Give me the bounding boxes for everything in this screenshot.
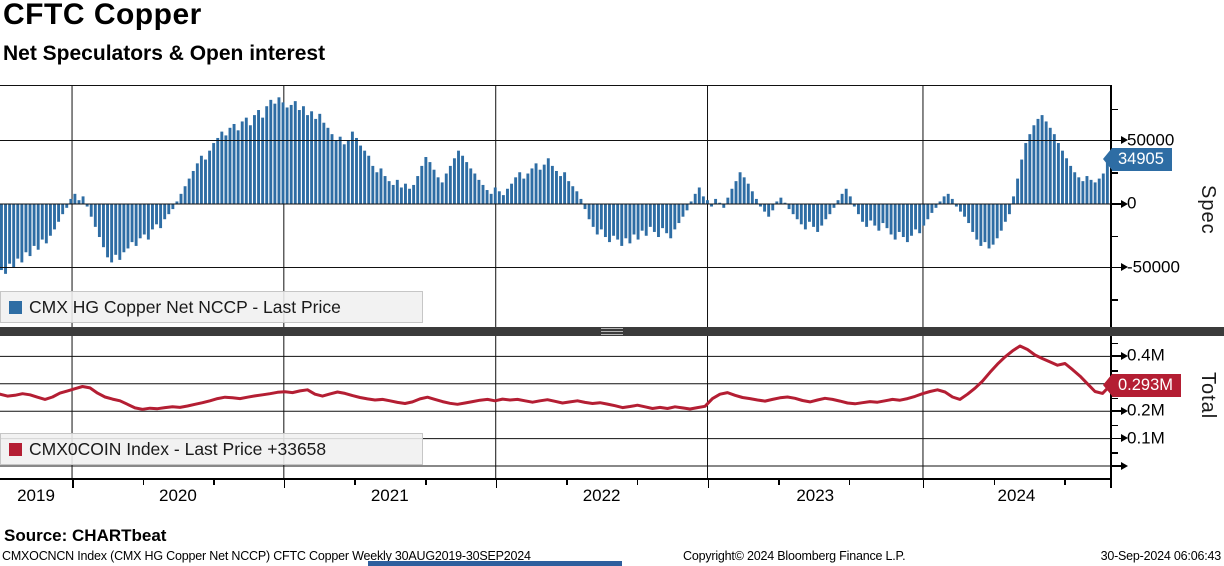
footer-description: CMXOCNCN Index (CMX HG Copper Net NCCP) … — [2, 549, 531, 563]
y-axis-minor-tick — [1110, 299, 1118, 301]
tick-arrow-icon — [1121, 461, 1128, 470]
tick-arrow-icon — [1121, 434, 1128, 443]
legend-total[interactable]: CMX0COIN Index - Last Price +33658 — [0, 433, 423, 465]
badge-arrow-icon — [1103, 148, 1112, 171]
panel-divider-grip-icon[interactable] — [601, 328, 623, 335]
x-axis-minor-tick — [778, 480, 780, 485]
x-axis-line — [0, 478, 1112, 480]
legend-spec[interactable]: CMX HG Copper Net NCCP - Last Price — [0, 291, 423, 323]
x-axis-tick — [922, 480, 925, 488]
x-axis-minor-tick — [848, 480, 851, 485]
x-axis-year-label: 2024 — [997, 486, 1036, 505]
legend-label-spec: CMX HG Copper Net NCCP - Last Price — [29, 296, 341, 317]
footer-datetime: 30-Sep-2024 06:06:43 — [1100, 549, 1222, 563]
x-axis-tick — [72, 480, 74, 488]
footer-copyright: Copyright© 2024 Bloomberg Finance L.P. — [683, 549, 906, 563]
x-axis-tick — [1110, 480, 1112, 488]
spec-bar-plot-area[interactable] — [0, 85, 1110, 328]
x-axis-tick — [495, 480, 498, 488]
page-title: CFTC Copper — [3, 0, 202, 31]
y-axis-minor-tick — [1110, 424, 1118, 427]
x-axis-year-label: 2020 — [159, 486, 197, 505]
source-line: Source: CHARTbeat — [4, 526, 167, 545]
x-axis-minor-tick — [354, 480, 356, 485]
x-axis-minor-tick — [1064, 480, 1066, 485]
legend-swatch-red — [9, 442, 22, 456]
selection-artifact-bar — [368, 561, 622, 566]
y-axis-tick-label: 0 — [1127, 193, 1137, 213]
last-value-badge-total: 0.293M — [1103, 374, 1182, 398]
x-axis-year-label: 2023 — [796, 486, 835, 505]
x-axis-year-label: 2022 — [582, 486, 621, 505]
right-axis-line — [1110, 85, 1112, 478]
last-value-badge-spec: 34905 — [1103, 148, 1172, 172]
right-axis-title-total: Total — [1197, 372, 1219, 420]
tick-arrow-icon — [1121, 406, 1128, 415]
x-axis-minor-tick — [636, 480, 639, 485]
y-axis-tick-label: 0.1M — [1127, 428, 1165, 448]
tick-arrow-icon — [1121, 351, 1128, 360]
y-axis-minor-tick — [1110, 172, 1118, 174]
total-line-plot-area[interactable] — [0, 336, 1110, 478]
page-subtitle: Net Speculators & Open interest — [3, 42, 326, 65]
x-axis-tick — [283, 480, 286, 488]
panel-divider — [0, 327, 1224, 336]
tick-arrow-icon — [1121, 136, 1128, 144]
x-axis-minor-tick — [142, 480, 145, 485]
legend-label-total: CMX0COIN Index - Last Price +33658 — [29, 438, 327, 459]
x-axis-minor-tick — [993, 480, 996, 485]
y-axis-minor-tick — [1110, 452, 1118, 454]
y-axis-tick-label: -50000 — [1127, 257, 1180, 277]
y-axis-minor-tick — [1110, 397, 1118, 399]
x-axis-minor-tick — [425, 480, 427, 485]
y-axis-minor-tick — [1110, 235, 1118, 238]
y-axis-tick-label: 0.4M — [1127, 345, 1165, 365]
y-axis-minor-tick — [1110, 108, 1118, 111]
badge-arrow-icon — [1103, 374, 1112, 397]
x-axis-year-label: 2019 — [17, 486, 55, 505]
y-axis-tick-label: 0.2M — [1127, 400, 1165, 420]
x-axis-minor-tick — [566, 480, 568, 485]
x-axis-year-label: 2021 — [370, 486, 409, 505]
legend-swatch-blue — [9, 300, 22, 314]
x-axis-tick — [707, 480, 709, 488]
x-axis-minor-tick — [213, 480, 215, 485]
y-axis-tick-label: 50000 — [1127, 130, 1175, 150]
y-axis-minor-tick — [1110, 342, 1118, 345]
tick-arrow-icon — [1121, 263, 1128, 271]
y-axis-minor-tick — [1110, 370, 1118, 372]
tick-arrow-icon — [1121, 199, 1128, 208]
right-axis-title-spec: Spec — [1197, 185, 1219, 235]
